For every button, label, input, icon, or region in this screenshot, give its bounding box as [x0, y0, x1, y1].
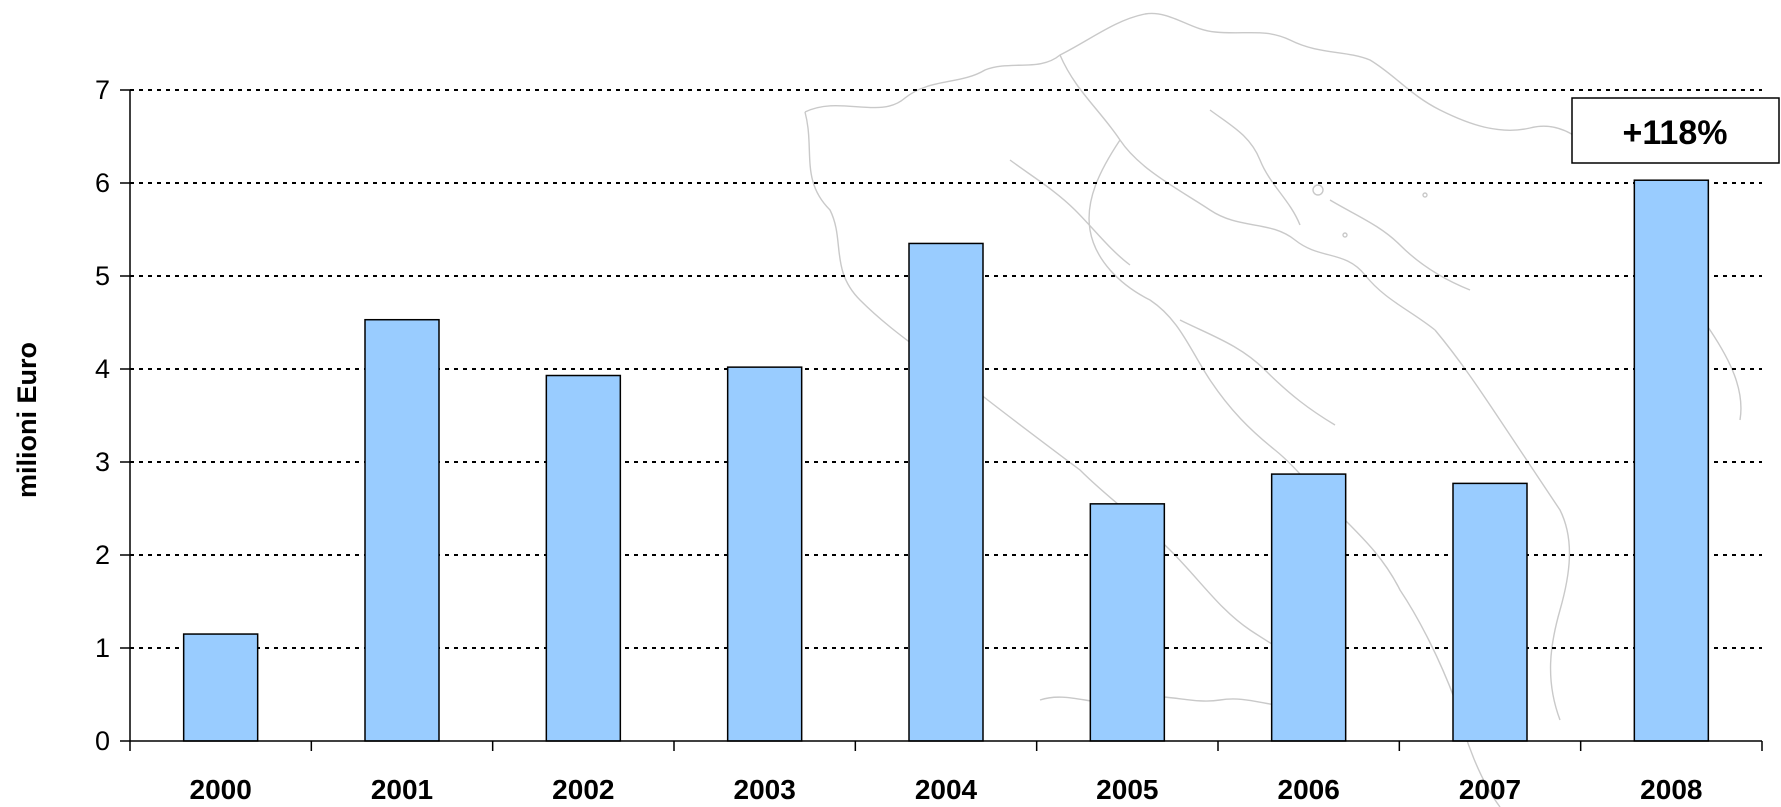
x-tick-label: 2002	[552, 774, 614, 805]
bar-2008	[1633, 179, 1710, 742]
y-tick-label: 2	[95, 540, 110, 570]
x-tick-label: 2007	[1459, 774, 1521, 805]
bar-2000	[182, 633, 259, 742]
bar-2004	[908, 242, 984, 742]
y-tick-label: 6	[95, 168, 110, 198]
bar-2003	[726, 366, 803, 742]
bar-2006	[1270, 473, 1347, 742]
callout-text: +118%	[1623, 114, 1728, 152]
bars	[182, 179, 1710, 742]
x-tick-marks	[129, 741, 1763, 751]
x-tick-label: 2000	[190, 774, 252, 805]
y-tick-marks	[120, 89, 130, 742]
x-tick-label: 2003	[734, 774, 796, 805]
y-tick-label: 7	[95, 75, 110, 105]
x-tick-label: 2005	[1096, 774, 1158, 805]
y-tick-label: 0	[95, 726, 110, 756]
y-tick-label: 3	[95, 447, 110, 477]
y-tick-label: 4	[95, 354, 110, 384]
y-axis-title: milioni Euro	[12, 342, 42, 498]
y-tick-labels: 0 1 2 3 4 5 6 7	[95, 75, 110, 756]
bar-2001	[364, 318, 440, 742]
y-tick-label: 5	[95, 261, 110, 291]
x-tick-label: 2006	[1278, 774, 1340, 805]
bar-2005	[1089, 503, 1166, 742]
x-tick-label: 2008	[1640, 774, 1702, 805]
x-tick-labels: 2000 2001 2002 2003 2004 2005 2006 2007 2008	[190, 774, 1703, 805]
growth-callout: +118%	[1571, 97, 1780, 164]
bar-2002	[545, 374, 622, 742]
callout-box	[1571, 97, 1780, 164]
bar-2007	[1452, 482, 1528, 742]
y-tick-label: 1	[95, 633, 110, 663]
x-tick-label: 2001	[371, 774, 433, 805]
x-tick-label: 2004	[915, 774, 978, 805]
